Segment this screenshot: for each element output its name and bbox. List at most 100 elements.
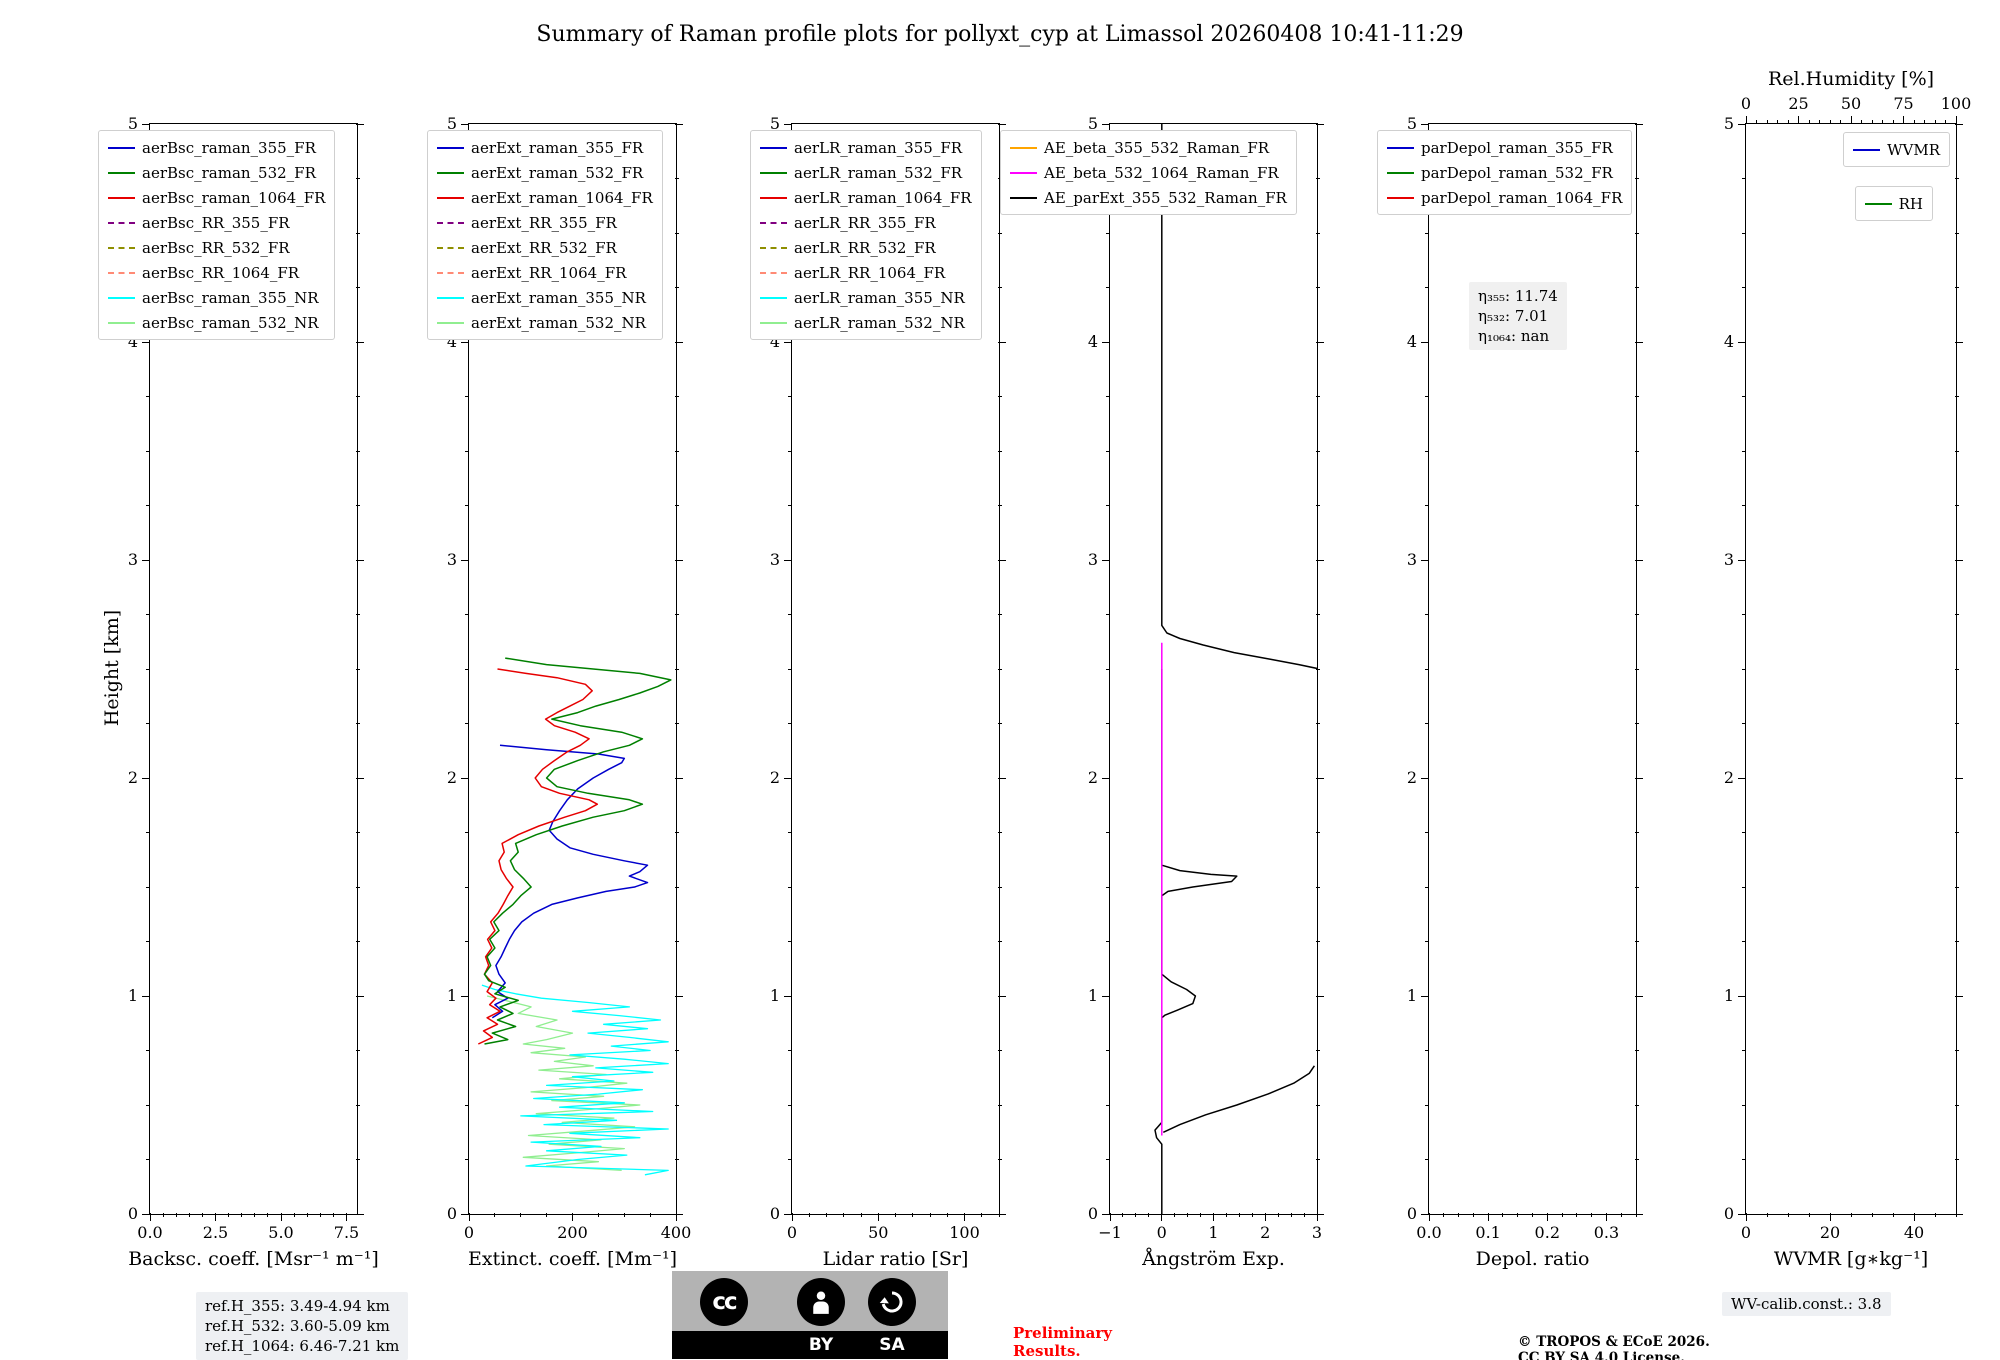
legend-label: aerExt_RR_355_FR [471,213,617,232]
y-minor-tick [788,1050,792,1051]
legend-line-sample [108,146,135,149]
y-minor-tick [1635,614,1639,615]
x-minor-tick [597,1213,599,1217]
y-minor-tick [1742,1159,1746,1160]
top-tick-label: 100 [1940,94,1972,113]
x-minor-tick [293,1213,295,1217]
legend-label: aerExt_RR_1064_FR [471,263,627,282]
legend-label: AE_beta_355_532_Raman_FR [1044,138,1270,157]
x-tick-label: 1 [1208,1223,1219,1242]
y-minor-tick [1635,1104,1639,1106]
y-minor-tick [146,505,150,506]
y-tick-label: 5 [127,114,138,133]
y-minor-tick [356,614,360,615]
x-minor-tick [254,1213,256,1217]
y-major-tick [784,777,792,779]
reference-heights-annotation: ref.H_355: 3.49-4.94 km ref.H_532: 3.60-5… [196,1292,409,1360]
legend-label: aerExt_raman_355_FR [471,138,644,157]
y-minor-tick [788,1104,792,1106]
x-tick-label: 2 [1260,1223,1271,1242]
cc-by-text: BY [808,1335,834,1355]
y-major-tick [142,341,150,343]
legend-angstrom: AE_beta_355_532_Raman_FR AE_beta_532_1064… [1000,130,1297,215]
y-minor-tick [465,1159,469,1160]
y-minor-tick [465,941,469,942]
curve-aerExt_raman_355_NR [481,984,669,1176]
y-minor-tick [356,1159,360,1160]
annotation-line: CC BY SA 4.0 License. [1518,1350,1685,1360]
y-major-tick [784,559,792,561]
x-minor-tick [1443,1213,1445,1217]
x-minor-tick [1238,1213,1240,1217]
annotation-line: ref.H_1064: 6.46-7.21 km [205,1337,400,1355]
curve-AE_parExt_355_532_Raman_FR [1154,669,1238,1214]
x-tick-label: 2.5 [202,1223,229,1242]
y-major-tick [1955,123,1963,125]
y-tick-label: 1 [1723,986,1734,1005]
x-minor-tick [1174,1213,1176,1217]
x-minor-tick [267,1213,269,1217]
x-minor-tick [1576,1213,1578,1217]
top-minor-tick [1882,120,1883,124]
y-minor-tick [1635,941,1639,942]
top-minor-tick [1913,120,1915,124]
y-minor-tick [1955,178,1959,179]
y-minor-tick [1635,886,1639,888]
annotation-line: Preliminary [1013,1324,1112,1342]
legend-label: RH [1898,194,1923,213]
y-minor-tick [675,505,679,506]
x-major-tick [280,1213,282,1221]
y-major-tick [1421,777,1429,779]
legend-label: aerLR_RR_355_FR [794,213,936,232]
x-major-tick [1264,1213,1266,1221]
y-tick-label: 5 [1406,114,1417,133]
plot-panel-depol: 0.0 0.1 0.2 0.3 0 1 2 3 4 5 Depol. ratio parDepol_r… [1377,114,1643,1270]
preliminary-results-note: Preliminary Results. [1013,1324,1112,1360]
y-minor-tick [1742,1050,1746,1051]
figure-title: Summary of Raman profile plots for polly… [536,22,1464,47]
x-minor-tick [1532,1213,1533,1217]
x-tick-label: 40 [1903,1223,1925,1242]
y-minor-tick [1742,1104,1746,1106]
y-major-tick [1316,1213,1324,1215]
x-minor-tick [1148,1213,1150,1217]
y-tick-label: 5 [769,114,780,133]
y-minor-tick [1955,505,1959,506]
y-minor-tick [998,232,1002,234]
y-minor-tick [1316,832,1320,833]
legend-entry: RH [1864,191,1923,216]
y-minor-tick [1425,614,1429,615]
y-minor-tick [788,941,792,942]
top-minor-tick [1892,120,1894,124]
y-tick-label: 5 [1723,114,1734,133]
legend-label: aerLR_RR_1064_FR [794,263,946,282]
legend-line-sample [760,171,787,174]
legend-extinction: aerExt_raman_355_FR aerExt_raman_532_FR ae… [427,130,663,340]
y-major-tick [1738,559,1746,561]
y-tick-label: 4 [446,332,457,351]
x-tick-label: 0.2 [1534,1223,1560,1242]
y-tick-label: 1 [127,986,138,1005]
y-minor-tick [998,450,1002,452]
x-tick-label: 5.0 [268,1223,294,1242]
y-minor-tick [356,178,360,179]
y-minor-tick [465,396,469,397]
y-minor-tick [146,832,150,833]
x-minor-tick [332,1213,334,1217]
legend-line-sample [760,321,787,324]
y-major-tick [1102,123,1110,125]
y-major-tick [1316,777,1324,779]
cc-badge-bar: BY SA [672,1331,948,1359]
x-minor-tick [1955,1213,1957,1217]
legend-label: WVMR [1887,140,1940,159]
legend-line-sample [1010,171,1037,174]
legend-line-sample [437,246,464,249]
legend-label: aerBsc_raman_532_FR [142,163,316,182]
legend-lidar-ratio: aerLR_raman_355_FR aerLR_raman_532_FR aerL… [750,130,982,340]
y-major-tick [461,559,469,561]
y-major-tick [1738,777,1746,779]
y-tick-label: 2 [446,768,457,787]
x-major-tick [468,1213,470,1221]
y-minor-tick [146,1104,150,1106]
y-minor-tick [1106,614,1110,615]
